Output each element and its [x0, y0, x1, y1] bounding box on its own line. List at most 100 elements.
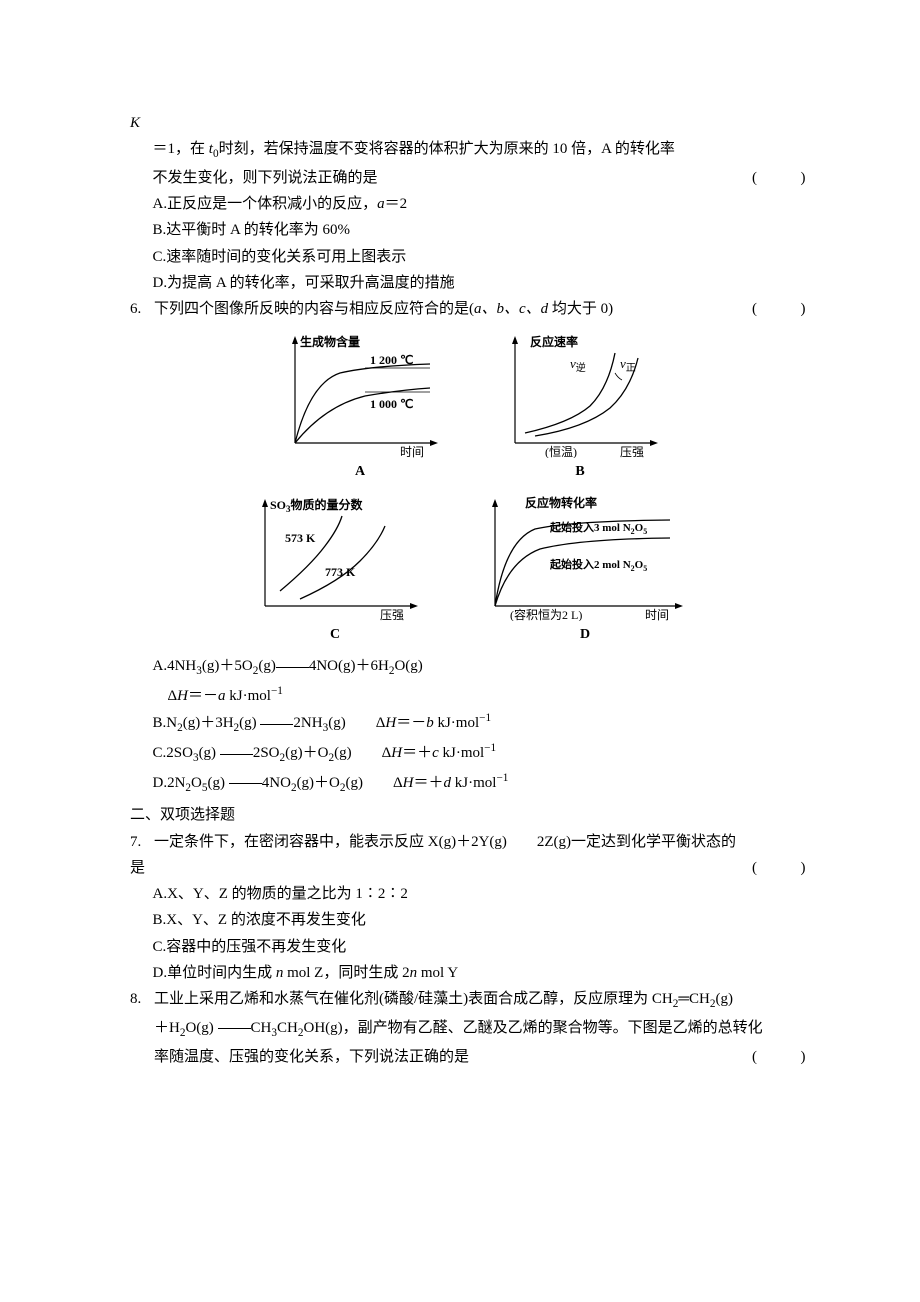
text: 工业上采用乙烯和水蒸气在催化剂(磷酸/硅藻土)表面合成乙醇，反应原理为 CH [154, 991, 673, 1007]
q5-stem-line2: 不发生变化，则下列说法正确的是 ( ) [153, 165, 811, 191]
text: 2SO [253, 745, 280, 761]
text: (g)＋O [297, 775, 340, 791]
text: (g) Δ [346, 775, 403, 791]
text: OH(g)，副产物有乙醛、乙醚及乙烯的聚合物等。下图是乙烯的总转化 [303, 1020, 762, 1036]
curve-label-1200: 1 200 ℃ [370, 353, 413, 367]
q7-number: 7. [130, 829, 154, 855]
text: (g) Δ [334, 745, 391, 761]
q8-number: 8. [130, 986, 154, 1070]
chart-a-svg: 生成物含量 时间 1 200 ℃ 1 000 ℃ [270, 328, 450, 458]
q5-opt-d: D.为提高 A 的转化率，可采取升高温度的措施 [153, 270, 811, 296]
v-rev: v逆 [570, 356, 586, 374]
y-label: 反应速率 [530, 334, 578, 349]
var-h: H [403, 775, 414, 791]
text: D.2N [153, 775, 186, 791]
text: (g) [199, 745, 220, 761]
text: 下列四个图像所反映的内容与相应反应符合的是( [154, 301, 474, 317]
text: 率随温度、压强的变化关系，下列说法正确的是 [154, 1049, 469, 1065]
curve-label-573: 573 K [285, 531, 316, 545]
q7-stem-line1: 一定条件下，在密闭容器中，能表示反应 X(g)＋2Y(g) 2Z(g)一定达到化… [154, 829, 810, 855]
text: Δ [168, 688, 178, 704]
var-h: H [385, 715, 396, 731]
y-label: SO3物质的量分数 [270, 497, 364, 514]
curve-label-773: 773 K [325, 565, 356, 579]
text: ＋H [154, 1020, 180, 1036]
text: mol Z，同时生成 2 [283, 965, 409, 981]
text: CH [689, 991, 710, 1007]
text: (g)＋O [285, 745, 328, 761]
x-note: (容积恒为2 L) [510, 607, 582, 621]
text: ＝－ [396, 715, 426, 731]
q6-opt-a-line2: ΔH＝－a kJ·mol−1 [168, 682, 811, 709]
text: O(g) [394, 658, 422, 674]
var-b: b [426, 715, 434, 731]
chart-c-label: C [330, 623, 340, 648]
text: B.N [153, 715, 178, 731]
x-label: 时间 [400, 445, 424, 458]
var-h: H [391, 745, 402, 761]
text: A.正反应是一个体积减小的反应， [153, 196, 378, 212]
text: kJ·mol [434, 715, 479, 731]
chart-b: 反应速率 压强 (恒温) v逆 v正 B [490, 328, 670, 485]
y-label: 生成物含量 [300, 334, 360, 349]
chart-d-label: D [580, 623, 590, 648]
text: kJ·mol [451, 775, 496, 791]
text: 是 [130, 860, 145, 876]
text: 时刻，若保持温度不变将容器的体积扩大为原来的 10 倍，A 的转化率 [219, 141, 675, 157]
y-label: 反应物转化率 [525, 495, 597, 510]
q8: 8. 工业上采用乙烯和水蒸气在催化剂(磷酸/硅藻土)表面合成乙醇，反应原理为 C… [130, 986, 810, 1070]
q5-opt-c: C.速率随时间的变化关系可用上图表示 [153, 244, 811, 270]
q6-charts-row1: 生成物含量 时间 1 200 ℃ 1 000 ℃ A 反应速率 压强 (恒温) [130, 328, 810, 485]
q6-charts-row2: SO3物质的量分数 压强 573 K 773 K C 反应物转化率 时间 (容积… [130, 491, 810, 648]
curve-label-2mol: 起始投入2 mol N2O5 [549, 557, 647, 573]
text: (g)＋3H [183, 715, 234, 731]
text: O(g) [185, 1020, 217, 1036]
chart-b-svg: 反应速率 压强 (恒温) v逆 v正 [490, 328, 670, 458]
text: O [191, 775, 202, 791]
text: 4NO(g)＋6H [309, 658, 389, 674]
chart-a: 生成物含量 时间 1 200 ℃ 1 000 ℃ A [270, 328, 450, 485]
text: 均大于 0) [548, 301, 613, 317]
q5-opt-b: B.达平衡时 A 的转化率为 60% [153, 217, 811, 243]
text: CH [277, 1020, 298, 1036]
x-label: 压强 [380, 608, 404, 621]
var-n: n [410, 965, 418, 981]
section-2-heading: 二、双项选择题 [130, 802, 810, 828]
var-d: d [444, 775, 452, 791]
var-k: K [130, 110, 810, 136]
sup: −1 [271, 685, 283, 697]
q6-number: 6. [130, 296, 154, 322]
text: 4NO [262, 775, 291, 791]
text: ＝1，在 [153, 141, 209, 157]
chart-a-label: A [355, 460, 365, 485]
x-label: 时间 [645, 608, 669, 621]
v-fwd: v正 [620, 356, 636, 374]
curve-label-3mol: 起始投入3 mol N2O5 [549, 520, 647, 536]
text: (g) [715, 991, 733, 1007]
q8-stem-line1: 工业上采用乙烯和水蒸气在催化剂(磷酸/硅藻土)表面合成乙醇，反应原理为 CH2═… [154, 986, 810, 1015]
answer-paren: ( ) [752, 1044, 810, 1070]
text: ＝＋ [402, 745, 432, 761]
text: ＝2 [385, 196, 408, 212]
q6: 6. 下列四个图像所反映的内容与相应反应符合的是(a、b、c、d 均大于 0) … [130, 296, 810, 322]
text: (g) Δ [328, 715, 385, 731]
q8-stem-line3: 率随温度、压强的变化关系，下列说法正确的是 ( ) [154, 1044, 810, 1070]
q5-stem-line1: ＝1，在 t0时刻，若保持温度不变将容器的体积扩大为原来的 10 倍，A 的转化… [153, 136, 811, 165]
q7-opt-d: D.单位时间内生成 n mol Z，同时生成 2n mol Y [153, 960, 811, 986]
text: ＝＋ [414, 775, 444, 791]
q7-opt-c: C.容器中的压强不再发生变化 [153, 934, 811, 960]
var-a: a [218, 688, 226, 704]
text: kJ·mol [226, 688, 271, 704]
var-c: c [432, 745, 439, 761]
var-a: a [377, 196, 385, 212]
answer-paren: ( ) [752, 165, 810, 191]
text: A.4NH [153, 658, 197, 674]
q6-opt-b: B.N2(g)＋3H2(g) 2NH3(g) ΔH＝－b kJ·mol−1 [153, 709, 811, 739]
x-note: (恒温) [545, 445, 577, 458]
q6-stem: 下列四个图像所反映的内容与相应反应符合的是(a、b、c、d 均大于 0) ( ) [154, 296, 810, 322]
x-label: 压强 [620, 445, 644, 458]
chart-d: 反应物转化率 时间 (容积恒为2 L) 起始投入3 mol N2O5 起始投入2… [470, 491, 700, 648]
text: kJ·mol [439, 745, 484, 761]
sup: −1 [496, 772, 508, 784]
text: (g) [208, 775, 229, 791]
